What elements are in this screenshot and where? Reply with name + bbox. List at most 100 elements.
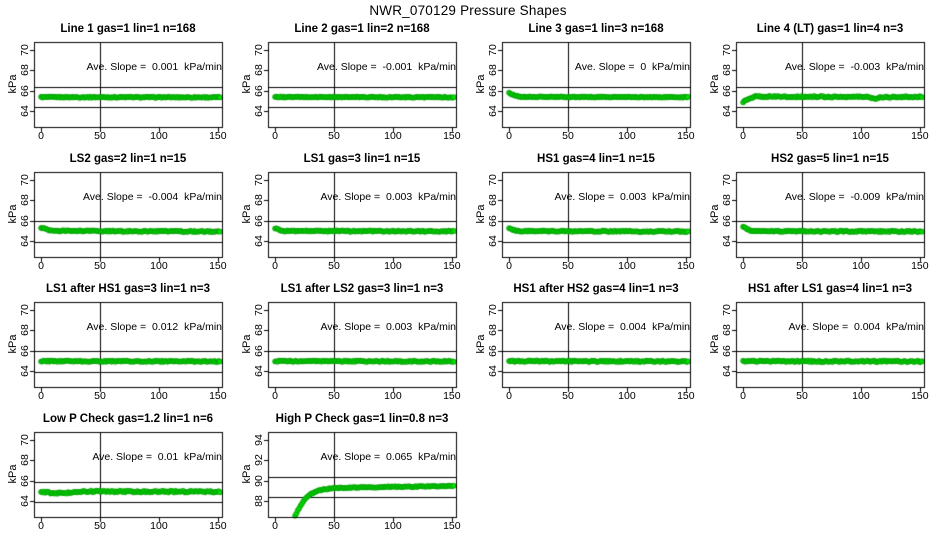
y-tick-label: 68 (253, 194, 265, 207)
plot-canvas (468, 20, 702, 150)
x-tick-label: 100 (384, 390, 402, 402)
y-tick-label: 66 (721, 344, 733, 357)
y-tick-label: 64 (721, 104, 733, 117)
subplot-cell: Low P Check gas=1.2 lin=1 n=6 Ave. Slope … (0, 410, 234, 540)
y-tick-label: 90 (253, 474, 265, 487)
subplot-title: High P Check gas=1 lin=0.8 n=3 (275, 413, 449, 425)
y-tick-label: 70 (253, 44, 265, 56)
x-tick-label: 100 (852, 390, 870, 402)
x-tick-label: 100 (150, 520, 168, 532)
x-tick-label: 0 (272, 130, 278, 142)
y-axis-label: kPa (475, 204, 487, 224)
slope-annotation: Ave. Slope = -0.001 kPa/min (316, 61, 456, 73)
x-tick-label: 150 (911, 130, 929, 142)
subplot-cell: LS1 after LS2 gas=3 lin=1 n=3 Ave. Slope … (234, 280, 468, 410)
slope-annotation: Ave. Slope = 0.003 kPa/min (320, 321, 456, 333)
x-tick-label: 0 (740, 130, 746, 142)
y-tick-label: 68 (19, 194, 31, 207)
subplot-title: LS2 gas=2 lin=1 n=15 (69, 153, 187, 165)
x-tick-label: 50 (328, 130, 340, 142)
subplot-title: HS1 after LS1 gas=4 lin=1 n=3 (748, 283, 912, 295)
y-axis-label: kPa (709, 74, 721, 94)
y-tick-label: 92 (253, 454, 265, 467)
y-tick-label: 68 (721, 194, 733, 207)
x-tick-label: 50 (562, 390, 574, 402)
subplot-cell: LS2 gas=2 lin=1 n=15 Ave. Slope = -0.004 … (0, 150, 234, 280)
y-axis-label: kPa (475, 74, 487, 94)
y-tick-label: 70 (487, 44, 499, 56)
subplot-cell: Line 1 gas=1 lin=1 n=168 Ave. Slope = 0.0… (0, 20, 234, 150)
y-tick-label: 68 (253, 64, 265, 77)
subplot-title: Low P Check gas=1.2 lin=1 n=6 (42, 413, 214, 425)
plot-canvas (0, 20, 234, 150)
slope-annotation: Ave. Slope = 0.012 kPa/min (86, 321, 222, 333)
plot-canvas (234, 20, 468, 150)
y-axis-label: kPa (709, 204, 721, 224)
y-axis-label: kPa (241, 204, 253, 224)
y-tick-label: 68 (253, 324, 265, 337)
y-axis-label: kPa (241, 74, 253, 94)
y-tick-label: 66 (487, 84, 499, 97)
slope-annotation: Ave. Slope = 0.003 kPa/min (554, 191, 690, 203)
subplot-cell: High P Check gas=1 lin=0.8 n=3 Ave. Slope… (234, 410, 468, 540)
x-tick-label: 50 (328, 260, 340, 272)
y-tick-label: 68 (487, 64, 499, 77)
x-tick-label: 100 (852, 130, 870, 142)
x-tick-label: 50 (94, 260, 106, 272)
subplot-cell: Line 3 gas=1 lin=3 n=168 Ave. Slope = 0 k… (468, 20, 702, 150)
subplot-title: LS1 gas=3 lin=1 n=15 (303, 153, 421, 165)
y-tick-label: 70 (19, 304, 31, 316)
x-tick-label: 0 (506, 390, 512, 402)
x-tick-label: 150 (209, 390, 227, 402)
slope-annotation: Ave. Slope = 0.003 kPa/min (320, 191, 456, 203)
y-tick-label: 64 (253, 234, 265, 247)
y-axis-label: kPa (475, 334, 487, 354)
x-tick-label: 150 (209, 520, 227, 532)
subplot-title: Line 4 (LT) gas=1 lin=4 n=3 (756, 23, 904, 35)
y-tick-label: 64 (19, 104, 31, 117)
y-tick-label: 66 (19, 84, 31, 97)
x-tick-label: 50 (796, 390, 808, 402)
subplot-title: Line 2 gas=1 lin=2 n=168 (294, 23, 430, 35)
y-tick-label: 68 (19, 64, 31, 77)
plot-canvas (0, 410, 234, 540)
y-tick-label: 66 (253, 344, 265, 357)
y-tick-label: 68 (19, 454, 31, 467)
y-tick-label: 66 (721, 84, 733, 97)
slope-annotation: Ave. Slope = 0.004 kPa/min (554, 321, 690, 333)
x-tick-label: 0 (38, 260, 44, 272)
x-tick-label: 150 (911, 260, 929, 272)
x-tick-label: 100 (618, 130, 636, 142)
x-tick-label: 50 (562, 130, 574, 142)
y-tick-label: 64 (19, 234, 31, 247)
y-tick-label: 70 (19, 434, 31, 446)
x-tick-label: 50 (328, 390, 340, 402)
y-tick-label: 64 (721, 234, 733, 247)
y-axis-label: kPa (7, 464, 19, 484)
x-tick-label: 0 (740, 390, 746, 402)
y-tick-label: 66 (19, 344, 31, 357)
y-tick-label: 66 (19, 214, 31, 227)
subplot-title: LS1 after HS1 gas=3 lin=1 n=3 (46, 283, 210, 295)
plot-canvas (234, 280, 468, 410)
subplot-title: HS2 gas=5 lin=1 n=15 (771, 153, 889, 165)
y-tick-label: 66 (721, 214, 733, 227)
y-tick-label: 70 (253, 304, 265, 316)
slope-annotation: Ave. Slope = 0.01 kPa/min (92, 451, 222, 463)
x-tick-label: 0 (272, 260, 278, 272)
slope-annotation: Ave. Slope = -0.003 kPa/min (784, 61, 924, 73)
subplot-title: HS1 after HS2 gas=4 lin=1 n=3 (513, 283, 679, 295)
x-tick-label: 150 (443, 390, 461, 402)
slope-annotation: Ave. Slope = 0 kPa/min (574, 61, 690, 73)
x-tick-label: 0 (38, 390, 44, 402)
x-tick-label: 0 (506, 260, 512, 272)
y-tick-label: 70 (721, 174, 733, 186)
x-tick-label: 0 (506, 130, 512, 142)
x-tick-label: 150 (443, 520, 461, 532)
y-tick-label: 66 (253, 84, 265, 97)
y-tick-label: 68 (19, 324, 31, 337)
x-tick-label: 100 (150, 130, 168, 142)
y-tick-label: 64 (721, 364, 733, 377)
y-tick-label: 70 (253, 174, 265, 186)
